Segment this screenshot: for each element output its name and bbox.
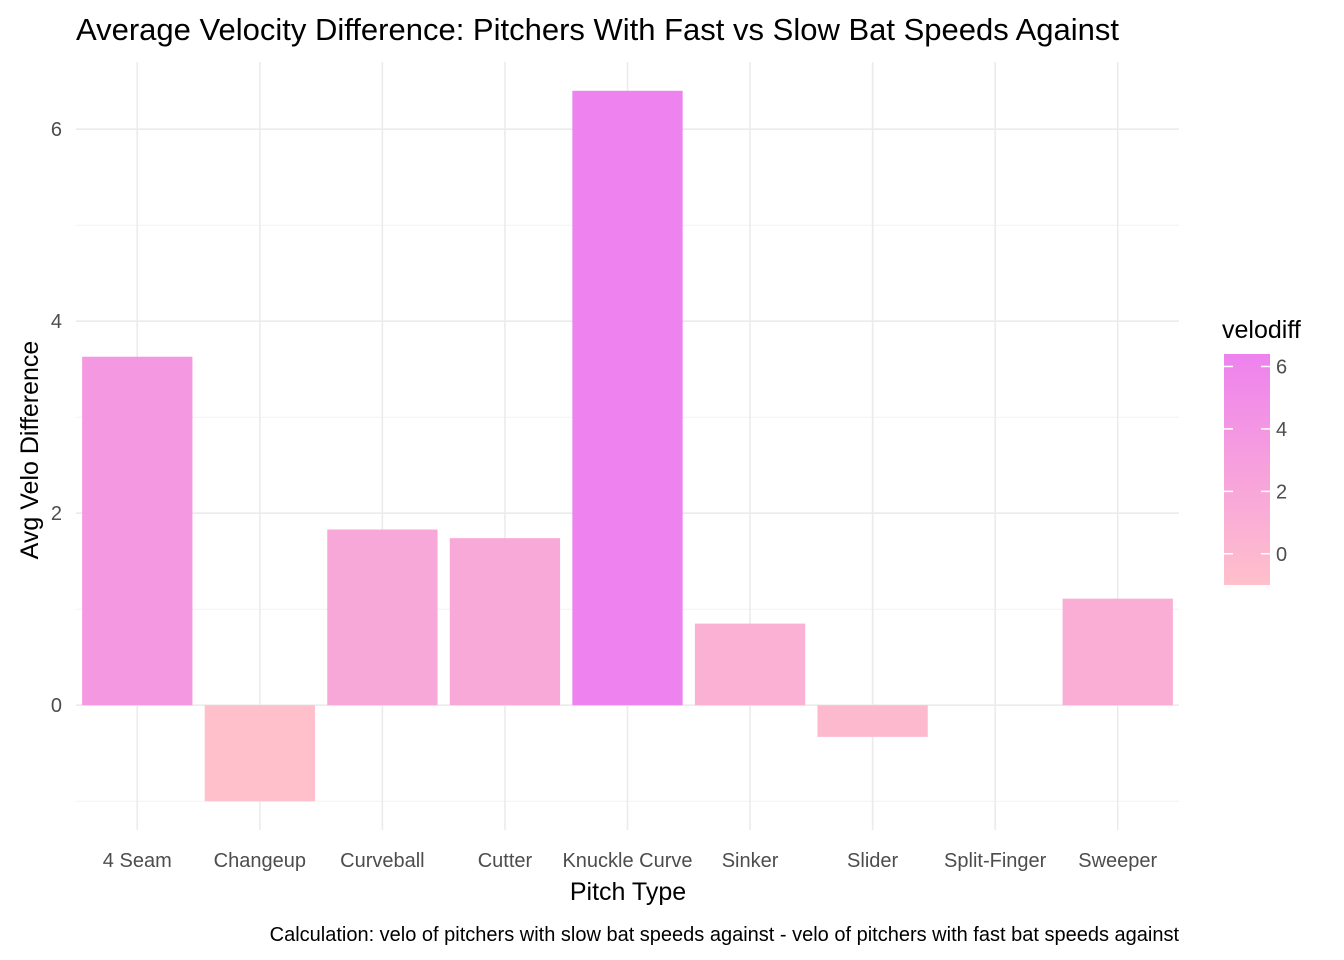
bar <box>1062 598 1173 706</box>
legend-ticks: 0 2 4 6 <box>1224 356 1287 566</box>
bar <box>82 356 193 706</box>
legend-tick-label: 0 <box>1276 544 1287 566</box>
legend-tick-label: 6 <box>1276 356 1287 378</box>
legend: velodiff 0 2 4 6 <box>1222 316 1301 585</box>
x-tick-label: Sweeper <box>1078 850 1157 872</box>
bar <box>449 538 561 706</box>
y-tick-label: 2 <box>51 503 62 525</box>
x-tick-label: Knuckle Curve <box>562 850 692 872</box>
x-tick-label: 4 Seam <box>103 850 172 872</box>
y-tick-label: 6 <box>51 119 62 141</box>
y-tick-label: 4 <box>51 311 62 333</box>
legend-tick-label: 4 <box>1276 419 1287 441</box>
y-axis-title: Avg Velo Difference <box>16 341 44 560</box>
legend-tick-label: 2 <box>1276 481 1287 503</box>
bar <box>572 90 683 706</box>
y-tick-labels: 0 2 4 6 <box>51 119 62 717</box>
y-tick-label: 0 <box>51 695 62 717</box>
bar <box>327 529 438 706</box>
bar <box>204 705 315 802</box>
x-tick-label: Curveball <box>340 850 424 872</box>
x-tick-label: Split-Finger <box>944 850 1047 872</box>
x-tick-labels: 4 Seam Changeup Curveball Cutter Knuckle Cur… <box>103 850 1158 872</box>
legend-title: velodiff <box>1222 316 1301 344</box>
legend-colorbar <box>1224 354 1270 585</box>
chart-caption: Calculation: velo of pitchers with slow … <box>270 924 1180 946</box>
chart-title: Average Velocity Difference: Pitchers Wi… <box>76 12 1119 47</box>
x-tick-label: Slider <box>847 850 898 872</box>
bars <box>82 90 1173 802</box>
x-tick-label: Changeup <box>214 850 306 872</box>
x-tick-label: Sinker <box>722 850 779 872</box>
x-tick-label: Cutter <box>478 850 533 872</box>
bar <box>694 623 806 706</box>
bar <box>817 705 928 737</box>
x-axis-title: Pitch Type <box>570 878 686 906</box>
